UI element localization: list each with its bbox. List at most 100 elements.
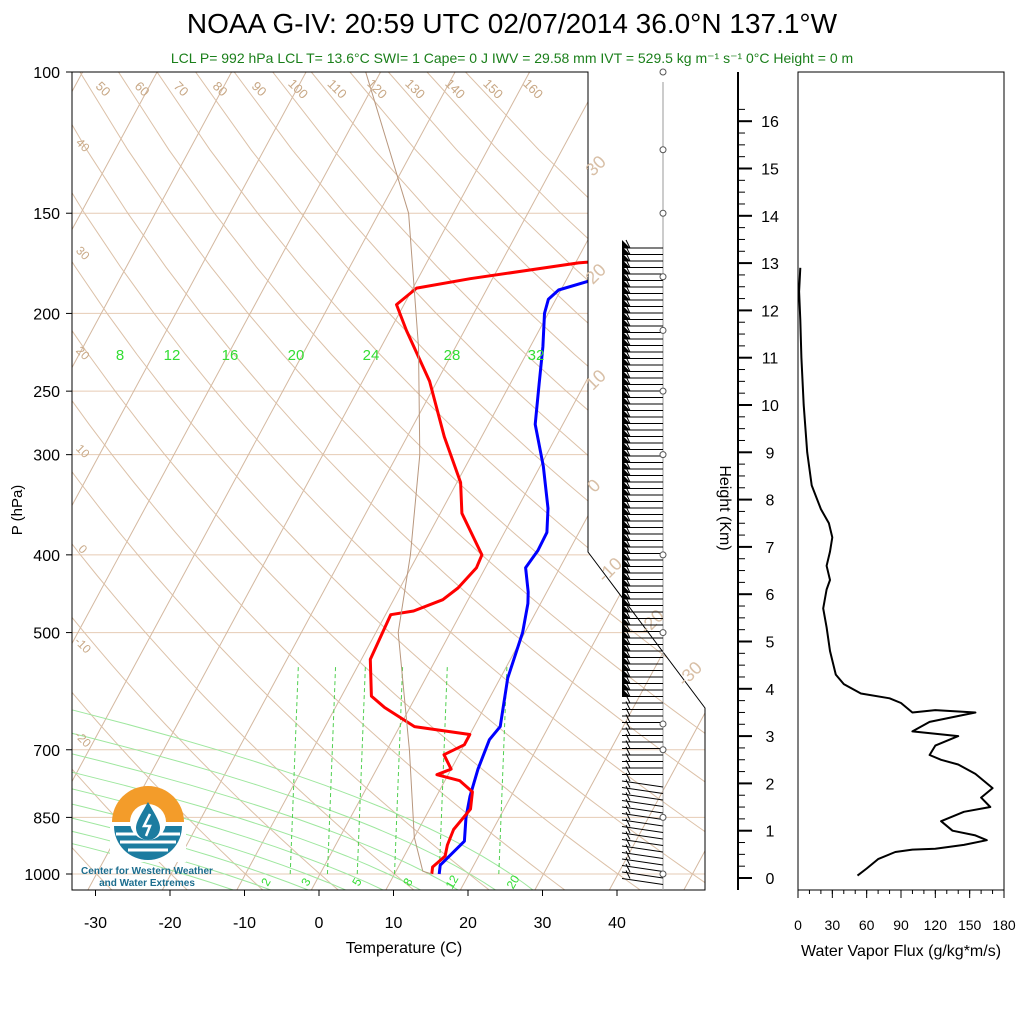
- isotherm-line: [0, 72, 8, 891]
- mixing-ratio-line: [326, 665, 337, 875]
- wind-barb: [622, 538, 663, 548]
- wind-barb: [622, 545, 663, 554]
- mixing-ratio-label: 20: [288, 347, 305, 364]
- height-tick-label: 10: [761, 398, 779, 415]
- height-tick-label: 14: [761, 209, 779, 226]
- water-drop-icon: [136, 802, 160, 840]
- wind-barb: [622, 740, 663, 749]
- wind-barb: [622, 363, 663, 372]
- moist-adiabat: [72, 312, 386, 890]
- wind-barb: [622, 681, 663, 691]
- wind-barb: [622, 324, 663, 333]
- height-tick-label: 0: [766, 871, 775, 888]
- height-tick-label: 3: [766, 729, 775, 746]
- wind-barb: [622, 317, 663, 327]
- wind-barb: [622, 389, 663, 398]
- height-tick-label: 7: [766, 540, 775, 557]
- wind-barb: [622, 291, 663, 301]
- pressure-tick-label: 1000: [24, 867, 60, 884]
- wind-barb: [622, 356, 663, 366]
- wind-barb: [622, 337, 663, 346]
- dry-adiabat: [72, 72, 642, 890]
- temperature-tick-label: 0: [315, 915, 324, 932]
- wind-barb: [622, 694, 663, 704]
- calm-wind-marker: [659, 146, 667, 154]
- logo-org-line1: Center for Western Weather: [81, 866, 213, 877]
- wind-barb: [622, 369, 663, 379]
- moist-adiabat: [72, 312, 349, 890]
- wvflux-frame: [797, 71, 1005, 891]
- dry-adiabat: [72, 72, 567, 890]
- wind-barb: [622, 460, 663, 470]
- wind-barb: [622, 616, 663, 626]
- isotherm-line: [72, 72, 84, 890]
- temperature-tick-label: 20: [459, 915, 477, 932]
- height-tick-label: 16: [761, 114, 779, 131]
- wind-barb: [622, 493, 663, 502]
- wind-barb: [621, 811, 664, 827]
- pressure-tick-label: 500: [33, 626, 60, 643]
- wvflux-x-label: Water Vapor Flux (g/kg*m/s): [801, 943, 1001, 960]
- wind-barb: [622, 402, 663, 411]
- wind-barb: [622, 278, 663, 288]
- wind-barb: [622, 246, 663, 255]
- moist-adiabat: [72, 312, 535, 890]
- wind-barb: [621, 850, 664, 866]
- wind-barb: [622, 590, 663, 600]
- wind-barb: [622, 733, 663, 743]
- isotherm-label: 20: [582, 260, 610, 288]
- mixing-ratio-label: 16: [222, 347, 239, 364]
- wind-barb: [622, 311, 663, 320]
- mixing-ratio-label: 32: [528, 347, 545, 364]
- wind-barb: [622, 298, 663, 307]
- height-tick-label: 4: [766, 682, 775, 699]
- wind-barb: [622, 701, 663, 710]
- wind-barb: [622, 610, 663, 619]
- dry-adiabat: [118, 72, 705, 890]
- wind-barb: [622, 421, 663, 431]
- wind-barb: [622, 447, 663, 457]
- calm-wind-marker: [659, 68, 667, 76]
- dry-adiabat-label: 130: [402, 76, 428, 102]
- wind-barb: [622, 603, 663, 613]
- wind-barb: [622, 434, 663, 444]
- wind-barb: [621, 805, 664, 820]
- dry-adiabat: [72, 72, 265, 890]
- wind-barb: [622, 395, 663, 405]
- wind-barb: [622, 486, 663, 496]
- wind-barb: [621, 785, 664, 801]
- dry-adiabat-label: 30: [73, 243, 93, 263]
- pressure-tick-label: 100: [33, 65, 60, 82]
- dry-adiabat-label: 40: [73, 135, 93, 155]
- wind-barb: [622, 571, 663, 580]
- wind-barb: [622, 623, 663, 632]
- height-tick-label: 2: [766, 776, 775, 793]
- isotherm-line: [310, 72, 705, 890]
- temperature-tick-label: 40: [608, 915, 626, 932]
- dewpoint-profile: [368, 255, 652, 875]
- calm-wind-marker: [659, 746, 667, 754]
- wind-barb: [622, 629, 663, 639]
- wind-barb: [622, 766, 663, 775]
- wind-barb: [622, 467, 663, 476]
- wind-barb: [621, 818, 664, 833]
- wvflux-x-tick-label: 0: [794, 917, 802, 933]
- dry-adiabat-label: 60: [132, 78, 153, 99]
- moist-adiabat: [72, 312, 498, 890]
- dry-adiabat: [72, 72, 114, 890]
- wind-barb: [621, 824, 664, 840]
- height-tick-label: 13: [761, 256, 779, 273]
- wind-barb: [622, 350, 663, 359]
- wind-barb: [621, 772, 664, 788]
- wind-barb: [622, 506, 663, 515]
- pressure-tick-label: 400: [33, 548, 60, 565]
- wind-barb: [622, 343, 663, 353]
- calm-wind-marker: [659, 813, 667, 821]
- wvflux-x-tick-label: 30: [825, 917, 841, 933]
- pressure-tick-label: 200: [33, 306, 60, 323]
- pressure-tick-label: 850: [33, 810, 60, 827]
- wind-barb: [622, 759, 663, 769]
- wind-barb: [622, 662, 663, 671]
- calm-wind-marker: [659, 209, 667, 217]
